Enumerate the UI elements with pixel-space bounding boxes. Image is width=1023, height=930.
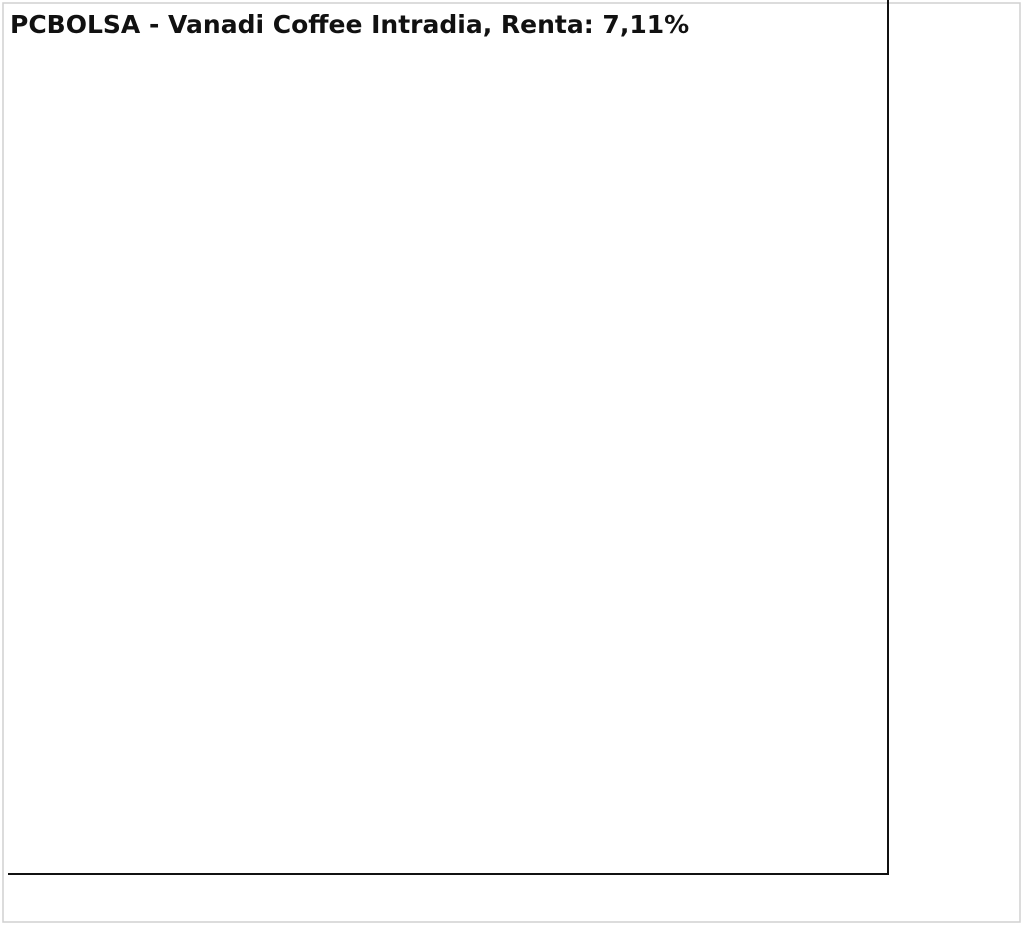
title-background <box>4 4 696 44</box>
chart-title: PCBOLSA - Vanadi Coffee Intradia, Renta:… <box>10 10 689 39</box>
